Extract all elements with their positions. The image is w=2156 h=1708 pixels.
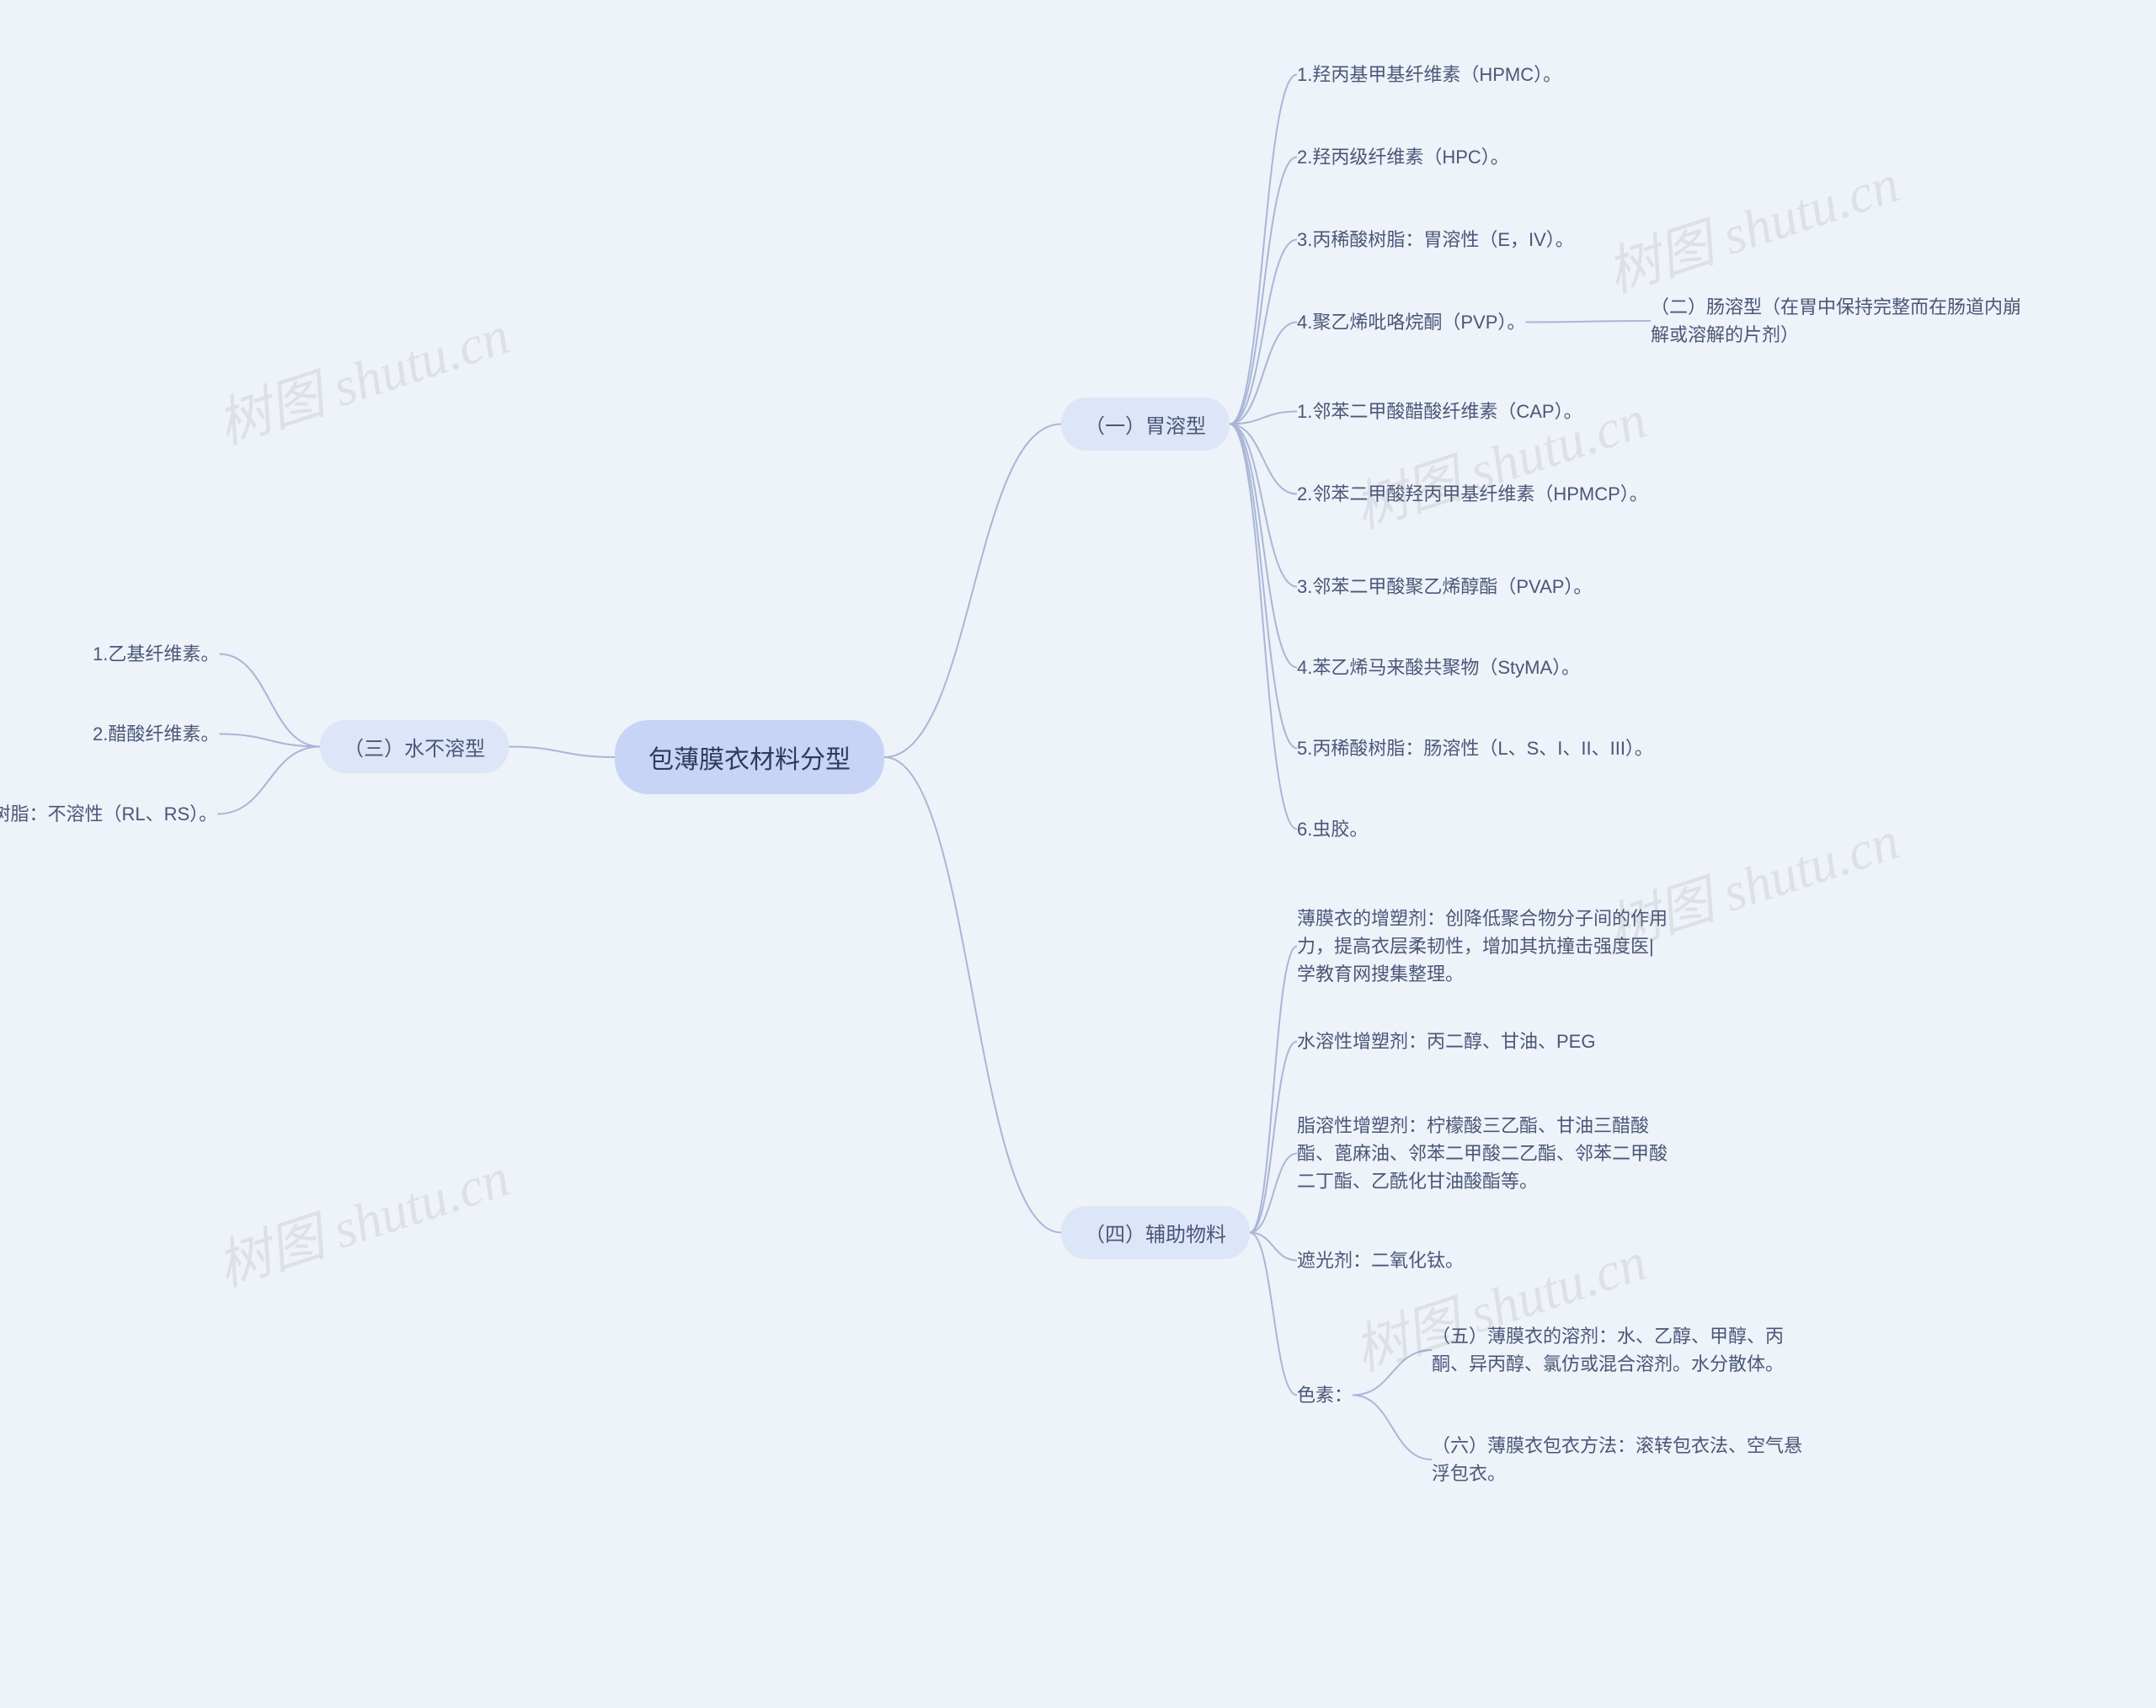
leaf-label: 3.邻苯二甲酸聚乙烯醇酯（PVAP）。: [1297, 576, 1592, 597]
leaf-label: 2.邻苯二甲酸羟丙甲基纤维素（HPMCP）。: [1297, 483, 1648, 504]
branch-label: （四）辅助物料: [1085, 1224, 1226, 1246]
mindmap-branch-node[interactable]: （四）辅助物料: [1061, 1206, 1250, 1259]
mindmap-leaf-node: 3. 丙稀酸树脂：不溶性（RL、RS）。: [0, 800, 217, 828]
mindmap-leaf-node: 遮光剂：二氧化钛。: [1297, 1246, 1464, 1274]
branch-label: （一）胃溶型: [1085, 415, 1206, 438]
leaf-label: 5.丙稀酸树脂：肠溶性（L、S、I、II、III）。: [1297, 738, 1653, 759]
mindmap-connectors: [0, 0, 2156, 1708]
leaf-label: 薄膜衣的增塑剂：创降低聚合物分子间的作用力，提高衣层柔韧性，增加其抗撞击强度医|…: [1297, 908, 1668, 985]
leaf-label: 1.乙基纤维素。: [93, 643, 219, 665]
mindmap-leaf-node: 6.虫胶。: [1297, 815, 1368, 843]
leaf-label: 1.羟丙基甲基纤维素（HPMC）。: [1297, 64, 1561, 85]
branch-label: （三）水不溶型: [344, 738, 485, 761]
mindmap-leaf-node: 薄膜衣的增塑剂：创降低聚合物分子间的作用力，提高衣层柔韧性，增加其抗撞击强度医|…: [1297, 905, 1668, 988]
leaf-label: 2.羟丙级纤维素（HPC）。: [1297, 147, 1509, 168]
mindmap-leaf-node: 1.乙基纤维素。: [93, 640, 219, 668]
mindmap-leaf-node: 3.邻苯二甲酸聚乙烯醇酯（PVAP）。: [1297, 573, 1592, 600]
mindmap-leaf-node: 色素：: [1297, 1381, 1353, 1409]
mindmap-leaf-node: 1.邻苯二甲酸醋酸纤维素（CAP）。: [1297, 398, 1582, 425]
root-label: 包薄膜衣材料分型: [648, 746, 851, 774]
leaf-label: （五）薄膜衣的溶剂：水、乙醇、甲醇、丙酮、异丙醇、氯仿或混合溶剂。水分散体。: [1432, 1326, 1784, 1374]
mindmap-leaf-node: 1.羟丙基甲基纤维素（HPMC）。: [1297, 61, 1561, 88]
leaf-label: 4.苯乙烯马来酸共聚物（StyMA）。: [1297, 657, 1580, 678]
mindmap-leaf-node: （二）肠溶型（在胃中保持完整而在肠道内崩解或溶解的片剂）: [1651, 293, 2021, 349]
watermark: 树图 shutu.cn: [1596, 141, 1908, 307]
mindmap-leaf-node: 水溶性增塑剂：丙二醇、甘油、PEG: [1297, 1027, 1595, 1055]
leaf-label: （二）肠溶型（在胃中保持完整而在肠道内崩解或溶解的片剂）: [1651, 296, 2021, 345]
leaf-label: 水溶性增塑剂：丙二醇、甘油、PEG: [1297, 1031, 1595, 1052]
mindmap-leaf-node: 3.丙稀酸树脂：胃溶性（E，IV）。: [1297, 226, 1574, 254]
leaf-label: （六）薄膜衣包衣方法：滚转包衣法、空气悬浮包衣。: [1432, 1435, 1802, 1484]
leaf-label: 遮光剂：二氧化钛。: [1297, 1250, 1464, 1271]
leaf-label: 4.聚乙烯吡咯烷酮（PVP）。: [1297, 312, 1525, 333]
mindmap-leaf-node: 4.聚乙烯吡咯烷酮（PVP）。: [1297, 308, 1525, 336]
mindmap-leaf-node: （五）薄膜衣的溶剂：水、乙醇、甲醇、丙酮、异丙醇、氯仿或混合溶剂。水分散体。: [1432, 1322, 1802, 1378]
mindmap-branch-node[interactable]: （一）胃溶型: [1061, 398, 1230, 451]
leaf-label: 3. 丙稀酸树脂：不溶性（RL、RS）。: [0, 803, 217, 825]
mindmap-leaf-node: 2.邻苯二甲酸羟丙甲基纤维素（HPMCP）。: [1297, 480, 1648, 508]
leaf-label: 3.丙稀酸树脂：胃溶性（E，IV）。: [1297, 229, 1574, 250]
mindmap-leaf-node: 2.羟丙级纤维素（HPC）。: [1297, 143, 1509, 171]
leaf-label: 脂溶性增塑剂：柠檬酸三乙酯、甘油三醋酸酯、蓖麻油、邻苯二甲酸二乙酯、邻苯二甲酸二…: [1297, 1115, 1668, 1192]
leaf-label: 6.虫胶。: [1297, 819, 1368, 840]
watermark: 树图 shutu.cn: [206, 1134, 518, 1301]
leaf-label: 色素：: [1297, 1385, 1353, 1406]
mindmap-leaf-node: （六）薄膜衣包衣方法：滚转包衣法、空气悬浮包衣。: [1432, 1432, 1802, 1487]
mindmap-root-node[interactable]: 包薄膜衣材料分型: [615, 720, 884, 794]
mindmap-leaf-node: 5.丙稀酸树脂：肠溶性（L、S、I、II、III）。: [1297, 734, 1653, 762]
watermark: 树图 shutu.cn: [206, 292, 518, 459]
mindmap-leaf-node: 2.醋酸纤维素。: [93, 720, 219, 748]
mindmap-leaf-node: 脂溶性增塑剂：柠檬酸三乙酯、甘油三醋酸酯、蓖麻油、邻苯二甲酸二乙酯、邻苯二甲酸二…: [1297, 1112, 1668, 1195]
mindmap-leaf-node: 4.苯乙烯马来酸共聚物（StyMA）。: [1297, 654, 1580, 681]
mindmap-branch-node[interactable]: （三）水不溶型: [320, 720, 509, 773]
leaf-label: 2.醋酸纤维素。: [93, 723, 219, 745]
leaf-label: 1.邻苯二甲酸醋酸纤维素（CAP）。: [1297, 401, 1582, 422]
